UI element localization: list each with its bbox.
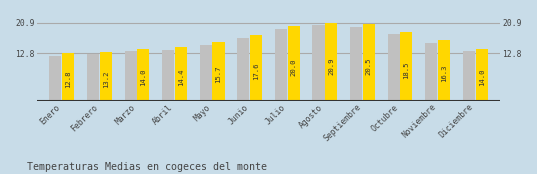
Text: 14.0: 14.0 [140, 69, 146, 86]
Text: 14.4: 14.4 [178, 68, 184, 86]
Bar [401, 32, 412, 101]
Text: 17.6: 17.6 [253, 63, 259, 80]
Bar [325, 23, 337, 101]
Text: 15.7: 15.7 [215, 66, 221, 83]
Bar [237, 38, 249, 101]
Text: 20.5: 20.5 [366, 58, 372, 75]
Bar [62, 53, 74, 101]
Bar [476, 49, 488, 101]
Bar [425, 43, 437, 101]
Bar [200, 45, 212, 101]
Text: 13.2: 13.2 [103, 70, 108, 88]
Bar [363, 24, 375, 101]
Text: 14.0: 14.0 [478, 69, 485, 86]
Bar [162, 50, 174, 101]
Bar [87, 54, 99, 101]
Bar [438, 40, 450, 101]
Text: 16.3: 16.3 [441, 65, 447, 82]
Bar [175, 47, 187, 101]
Bar [463, 51, 475, 101]
Bar [137, 49, 149, 101]
Bar [275, 29, 287, 101]
Bar [125, 51, 136, 101]
Bar [350, 27, 362, 101]
Bar [288, 26, 300, 101]
Text: 18.5: 18.5 [403, 61, 410, 79]
Text: Temperaturas Medias en cogeces del monte: Temperaturas Medias en cogeces del monte [27, 162, 267, 172]
Bar [49, 56, 61, 101]
Bar [313, 25, 324, 101]
Bar [213, 42, 224, 101]
Text: 20.9: 20.9 [328, 57, 335, 75]
Bar [100, 52, 112, 101]
Text: 20.0: 20.0 [291, 59, 296, 76]
Bar [388, 34, 400, 101]
Text: 12.8: 12.8 [65, 71, 71, 88]
Bar [250, 35, 262, 101]
